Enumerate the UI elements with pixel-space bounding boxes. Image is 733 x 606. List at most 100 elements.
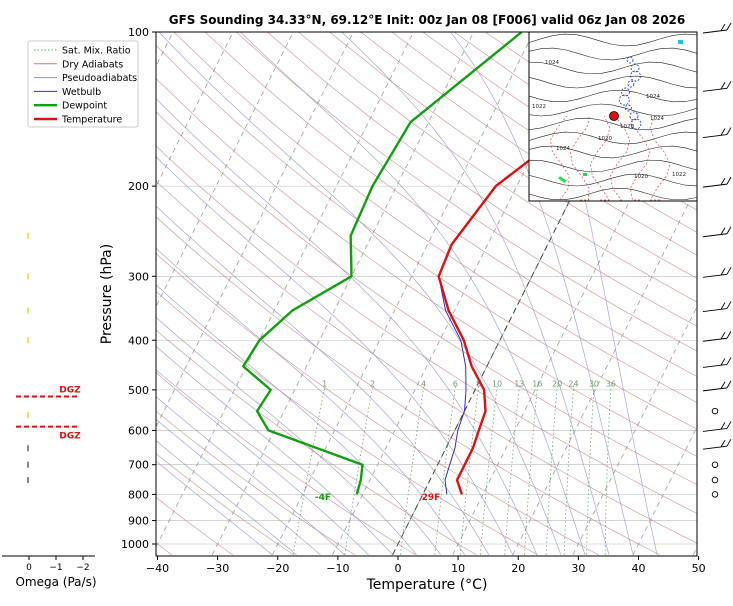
omega-tick-label: −1 xyxy=(49,563,62,573)
map-contour xyxy=(529,159,697,173)
mixing-ratio-labels: 1 2 4 6 8 10 13 16 20 24 30 36 xyxy=(322,380,616,389)
surface-dewpoint-label: -4F xyxy=(315,493,331,503)
omega-tick-label: 0 xyxy=(26,563,32,573)
x-tick-label: −20 xyxy=(266,562,289,575)
wind-barb xyxy=(702,81,732,92)
pseudoadiabat xyxy=(240,32,586,555)
map-location-marker xyxy=(609,111,619,121)
legend-label: Pseudoadiabats xyxy=(62,73,137,84)
omega-bar xyxy=(27,412,29,419)
x-tick-label: 40 xyxy=(631,562,645,575)
y-tick-label: 500 xyxy=(128,384,149,397)
map-contour xyxy=(529,187,697,201)
dry-adiabat xyxy=(204,32,697,377)
dry-adiabat xyxy=(329,32,697,279)
wind-barb xyxy=(702,301,732,313)
mixing-ratio-label: 8 xyxy=(476,380,481,389)
wind-barb xyxy=(702,421,732,432)
map-precip-contour xyxy=(621,87,630,97)
map-contour xyxy=(529,131,697,145)
mixing-ratio-line xyxy=(480,385,498,555)
dgz-label: DGZ xyxy=(59,432,81,442)
legend-label: Sat. Mix. Ratio xyxy=(62,46,131,57)
dry-adiabat xyxy=(298,32,697,303)
map-contour-label: 1020 xyxy=(634,174,648,180)
dry-adiabat xyxy=(156,496,233,556)
mixing-ratio-line xyxy=(586,385,595,555)
pseudoadiabat xyxy=(156,316,417,556)
pseudoadiabat xyxy=(156,418,321,556)
map-precip-contour xyxy=(626,56,634,64)
dry-adiabat xyxy=(156,180,697,544)
map-contour-label: 1022 xyxy=(672,172,686,178)
map-contour xyxy=(529,89,697,103)
wind-barb xyxy=(702,176,732,188)
wind-barb xyxy=(702,226,732,238)
dry-adiabat xyxy=(156,290,538,556)
isotherm-line xyxy=(156,32,354,428)
map-contour-label: 1024 xyxy=(646,94,660,100)
map-contour-label: 1024 xyxy=(650,116,664,122)
y-tick-label: 600 xyxy=(128,424,149,437)
plot-frame xyxy=(155,31,698,557)
map-contour xyxy=(529,75,697,89)
map-precip-contour xyxy=(618,94,630,106)
temperature-profile-line xyxy=(437,32,670,495)
legend-label: Dry Adiabats xyxy=(62,59,123,70)
map-green-mark xyxy=(558,176,567,184)
dry-adiabat xyxy=(156,216,660,556)
dry-adiabat xyxy=(173,32,697,403)
y-tick-label: 200 xyxy=(128,180,149,193)
omega-bar xyxy=(27,461,29,468)
x-tick-label: 50 xyxy=(692,562,706,575)
pseudoadiabat xyxy=(536,32,658,555)
map-precip-contour xyxy=(627,80,635,88)
wetbulb-profile-line xyxy=(438,276,467,495)
wind-barb xyxy=(702,127,732,138)
dewpoint-profile-line xyxy=(242,32,523,495)
omega-axis-label: Omega (Pa/s) xyxy=(15,575,96,589)
omega-bar xyxy=(27,232,29,239)
dgz-label: DGZ xyxy=(59,385,81,395)
x-tick-label: 10 xyxy=(451,562,465,575)
wind-barb-calm xyxy=(711,407,719,415)
x-axis-label: Temperature (°C) xyxy=(366,577,488,593)
wind-barb-calm xyxy=(711,461,719,468)
map-precip-contour xyxy=(630,63,640,73)
isotherm-line xyxy=(156,32,294,308)
map-cyan-mark xyxy=(678,40,683,44)
freezing-isotherm xyxy=(392,32,655,556)
mixing-ratio-line xyxy=(459,385,480,555)
wind-barb xyxy=(702,357,732,368)
dry-adiabat xyxy=(360,32,697,256)
map-contour xyxy=(529,33,697,47)
wind-barb-calm xyxy=(711,476,719,484)
map-temperature-contour xyxy=(570,115,591,201)
surface-temperature-label: 29F xyxy=(422,493,441,503)
map-temperature-contour xyxy=(629,115,651,201)
y-axis-label: Pressure (hPa) xyxy=(99,244,115,344)
x-tick-label: −40 xyxy=(146,562,169,575)
isotherm-line xyxy=(512,185,697,556)
mixing-ratio-label: 24 xyxy=(568,380,578,389)
map-contour xyxy=(529,117,697,131)
legend-label: Temperature xyxy=(61,115,122,126)
mixing-ratio-label: 20 xyxy=(552,380,562,389)
map-temperature-contour xyxy=(590,115,611,201)
y-tick-label: 700 xyxy=(128,459,149,472)
map-contour xyxy=(529,173,697,187)
x-tick-label: 30 xyxy=(571,562,585,575)
omega-tick-label: −2 xyxy=(76,563,89,573)
y-tick-label: 400 xyxy=(128,334,149,347)
map-contour xyxy=(529,145,697,159)
map-precip-contour xyxy=(630,118,642,130)
wind-barb xyxy=(702,438,732,450)
mixing-ratio-line xyxy=(399,385,425,555)
pseudoadiabat xyxy=(156,345,393,556)
mixing-ratio-label: 30 xyxy=(589,380,599,389)
pseudoadiabat xyxy=(341,32,610,555)
pseudoadiabat xyxy=(156,247,465,556)
isotherm-line xyxy=(211,32,474,556)
